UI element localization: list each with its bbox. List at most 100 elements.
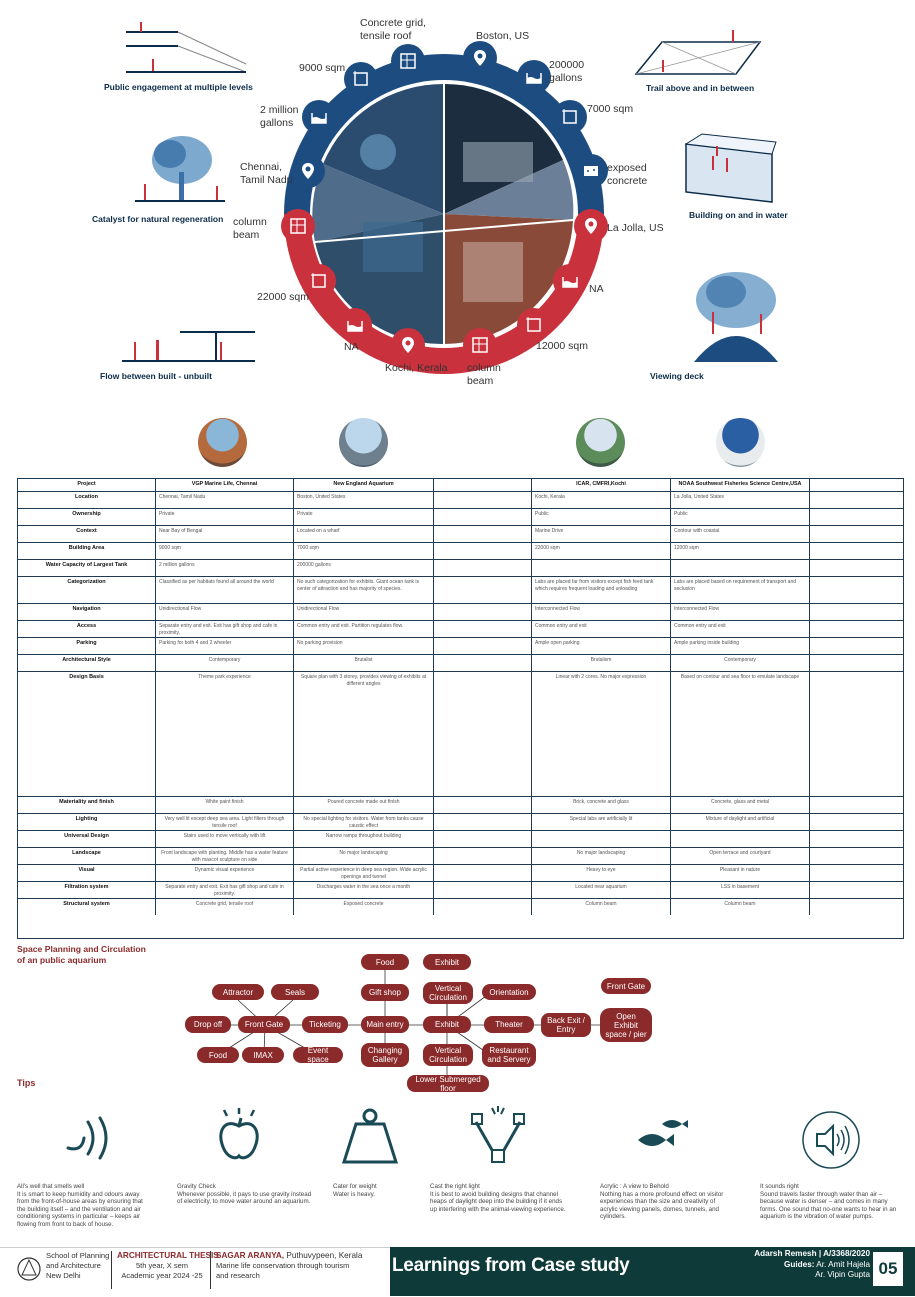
area-icon (553, 100, 587, 134)
table-header-cell (809, 479, 903, 491)
table-cell (809, 543, 903, 560)
table-cell: Classified as per habitats found all aro… (155, 577, 293, 604)
thumb-new-england (339, 418, 388, 467)
table-cell: Common entry and exit (670, 621, 809, 638)
ring-label-200000: 200000 gallons (549, 59, 585, 84)
ring-label-column-right: column beam (467, 362, 501, 387)
table-cell: Partial active experience in deep sea re… (293, 865, 433, 882)
table-cell: Contemporary (670, 655, 809, 672)
table-row: Parking Parking for both 4 and 2 wheeler N… (18, 637, 903, 655)
node-gift-shop: Gift shop (361, 984, 409, 1001)
table-cell: No major landscaping (531, 848, 670, 865)
table-cell: No major landscaping (293, 848, 433, 865)
table-row: Location Chennai, Tamil Nadu Boston, Unite… (18, 491, 903, 509)
node-exhibit: Exhibit (423, 1016, 471, 1033)
table-cell (433, 543, 531, 560)
table-cell: 2 million gallons (155, 560, 293, 577)
table-row-label: Categorization (67, 579, 106, 585)
node-orientation: Orientation (482, 984, 536, 1000)
node-imax: IMAX (242, 1047, 284, 1063)
ring-label-chennai: Chennai, Tamil Nadu (240, 161, 293, 186)
ring-label-na-left: NA (344, 341, 359, 353)
location-pin-icon (291, 154, 325, 188)
table-cell: Near Bay of Bengal (155, 526, 293, 543)
table-cell: Chennai, Tamil Nadu (155, 492, 293, 509)
table-cell: La Jolla, United States (670, 492, 809, 509)
table-row-label: Structural system (63, 901, 110, 907)
table-cell: Exposed concrete (293, 899, 433, 915)
table-cell: Interconnected Flow (670, 604, 809, 621)
table-cell (433, 577, 531, 604)
table-cell: Poured concrete made out finish (293, 797, 433, 814)
table-cell: 22000 sqm (531, 543, 670, 560)
table-cell: 12000 sqm (670, 543, 809, 560)
table-cell: Brutalism (531, 655, 670, 672)
node-restaurant: Restaurant and Servery (482, 1043, 536, 1067)
ring-label-roof: Concrete grid, tensile roof (360, 17, 426, 42)
fish-icon (638, 1120, 688, 1146)
table-cell: Linear with 2 cores. No major expression (531, 672, 670, 797)
table-cell (809, 655, 903, 672)
node-vertical-top: Vertical Circulation (423, 982, 473, 1004)
light-icon (471, 1106, 525, 1163)
location-pin-icon (463, 41, 497, 75)
table-cell: Private (155, 509, 293, 526)
tip-6-text: Sound travels faster through water than … (760, 1190, 897, 1221)
ring-label-9000: 9000 sqm (299, 62, 346, 74)
ring-label-boston: Boston, US (476, 30, 530, 42)
table-cell (433, 509, 531, 526)
table-row: Lighting Very well lit except deep sea ar… (18, 813, 903, 831)
case-study-photos (312, 83, 574, 345)
table-cell: Separate entry and exit. Exit has gift s… (155, 621, 293, 638)
project-location: Puthuvypeen, Kerala (284, 1251, 363, 1260)
table-cell: Contemporary (155, 655, 293, 672)
table-cell (433, 560, 531, 577)
page-number: 05 (873, 1252, 903, 1286)
table-cell (809, 672, 903, 797)
tips-title: Tips (17, 1078, 36, 1088)
table-cell: Heavy to eye (531, 865, 670, 882)
table-row-label: Parking (76, 640, 97, 646)
tip-2: Gravity Check Whenever possible, it pays … (177, 1183, 313, 1206)
table-cell: No such categorization for exhibits. Gia… (293, 577, 433, 604)
concept-title-deck: Viewing deck (650, 371, 704, 381)
tip-3: Cater for weight Water is heavy. (333, 1183, 403, 1198)
table-cell: No special lighting for visitors. Water … (293, 814, 433, 831)
table-cell (809, 577, 903, 604)
table-cell (433, 831, 531, 848)
node-seals: Seals (271, 984, 319, 1000)
smell-icon (66, 1116, 108, 1160)
ring-label-na-right: NA (589, 283, 604, 295)
node-vertical-bottom: Vertical Circulation (423, 1044, 473, 1066)
node-main-entry: Main entry (361, 1016, 409, 1033)
table-cell (433, 526, 531, 543)
water-tank-icon (553, 264, 587, 298)
tip-1-text: It is smart to keep humidity and odours … (17, 1190, 143, 1228)
concept-title-trail: Trail above and in between (646, 83, 755, 93)
table-row: Building Area 9000 sqm 7000 sqm 22000 sqm 12… (18, 542, 903, 560)
ring-label-2million: 2 million gallons (260, 104, 299, 129)
table-cell: Concrete, glass and metal (670, 797, 809, 814)
table-cell (433, 672, 531, 797)
table-cell: Based on contour and sea floor to emulat… (670, 672, 809, 797)
area-icon (517, 308, 551, 342)
table-cell: Located near aquarium (531, 882, 670, 899)
table-row: Context Near Bay of Bengal Located on a wh… (18, 525, 903, 543)
table-cell: Discharges water in the sea once a month (293, 882, 433, 899)
ring-label-22000: 22000 sqm (257, 291, 309, 303)
thesis-title: ARCHITECTURAL THESIS (117, 1251, 219, 1260)
credits: Adarsh Remesh | A/3368/2020 Guides: Ar. … (700, 1249, 870, 1281)
table-row: Design Basis Theme park experience Square … (18, 671, 903, 797)
table-cell (809, 814, 903, 831)
table-cell (809, 899, 903, 915)
table-cell: Pleasant in nature (670, 865, 809, 882)
table-row: Visual Dynamic visual experience Partial a… (18, 864, 903, 882)
table-row: Access Separate entry and exit. Exit has … (18, 620, 903, 638)
table-row: Ownership Private Private Public Public (18, 508, 903, 526)
table-cell: Theme park experience (155, 672, 293, 797)
node-food: Food (197, 1047, 239, 1063)
table-cell: Special labs are artificially lit (531, 814, 670, 831)
table-cell: Dynamic visual experience (155, 865, 293, 882)
table-row-label: Lighting (75, 816, 98, 822)
concept-title-flow: Flow between built - unbuilt (100, 371, 212, 381)
